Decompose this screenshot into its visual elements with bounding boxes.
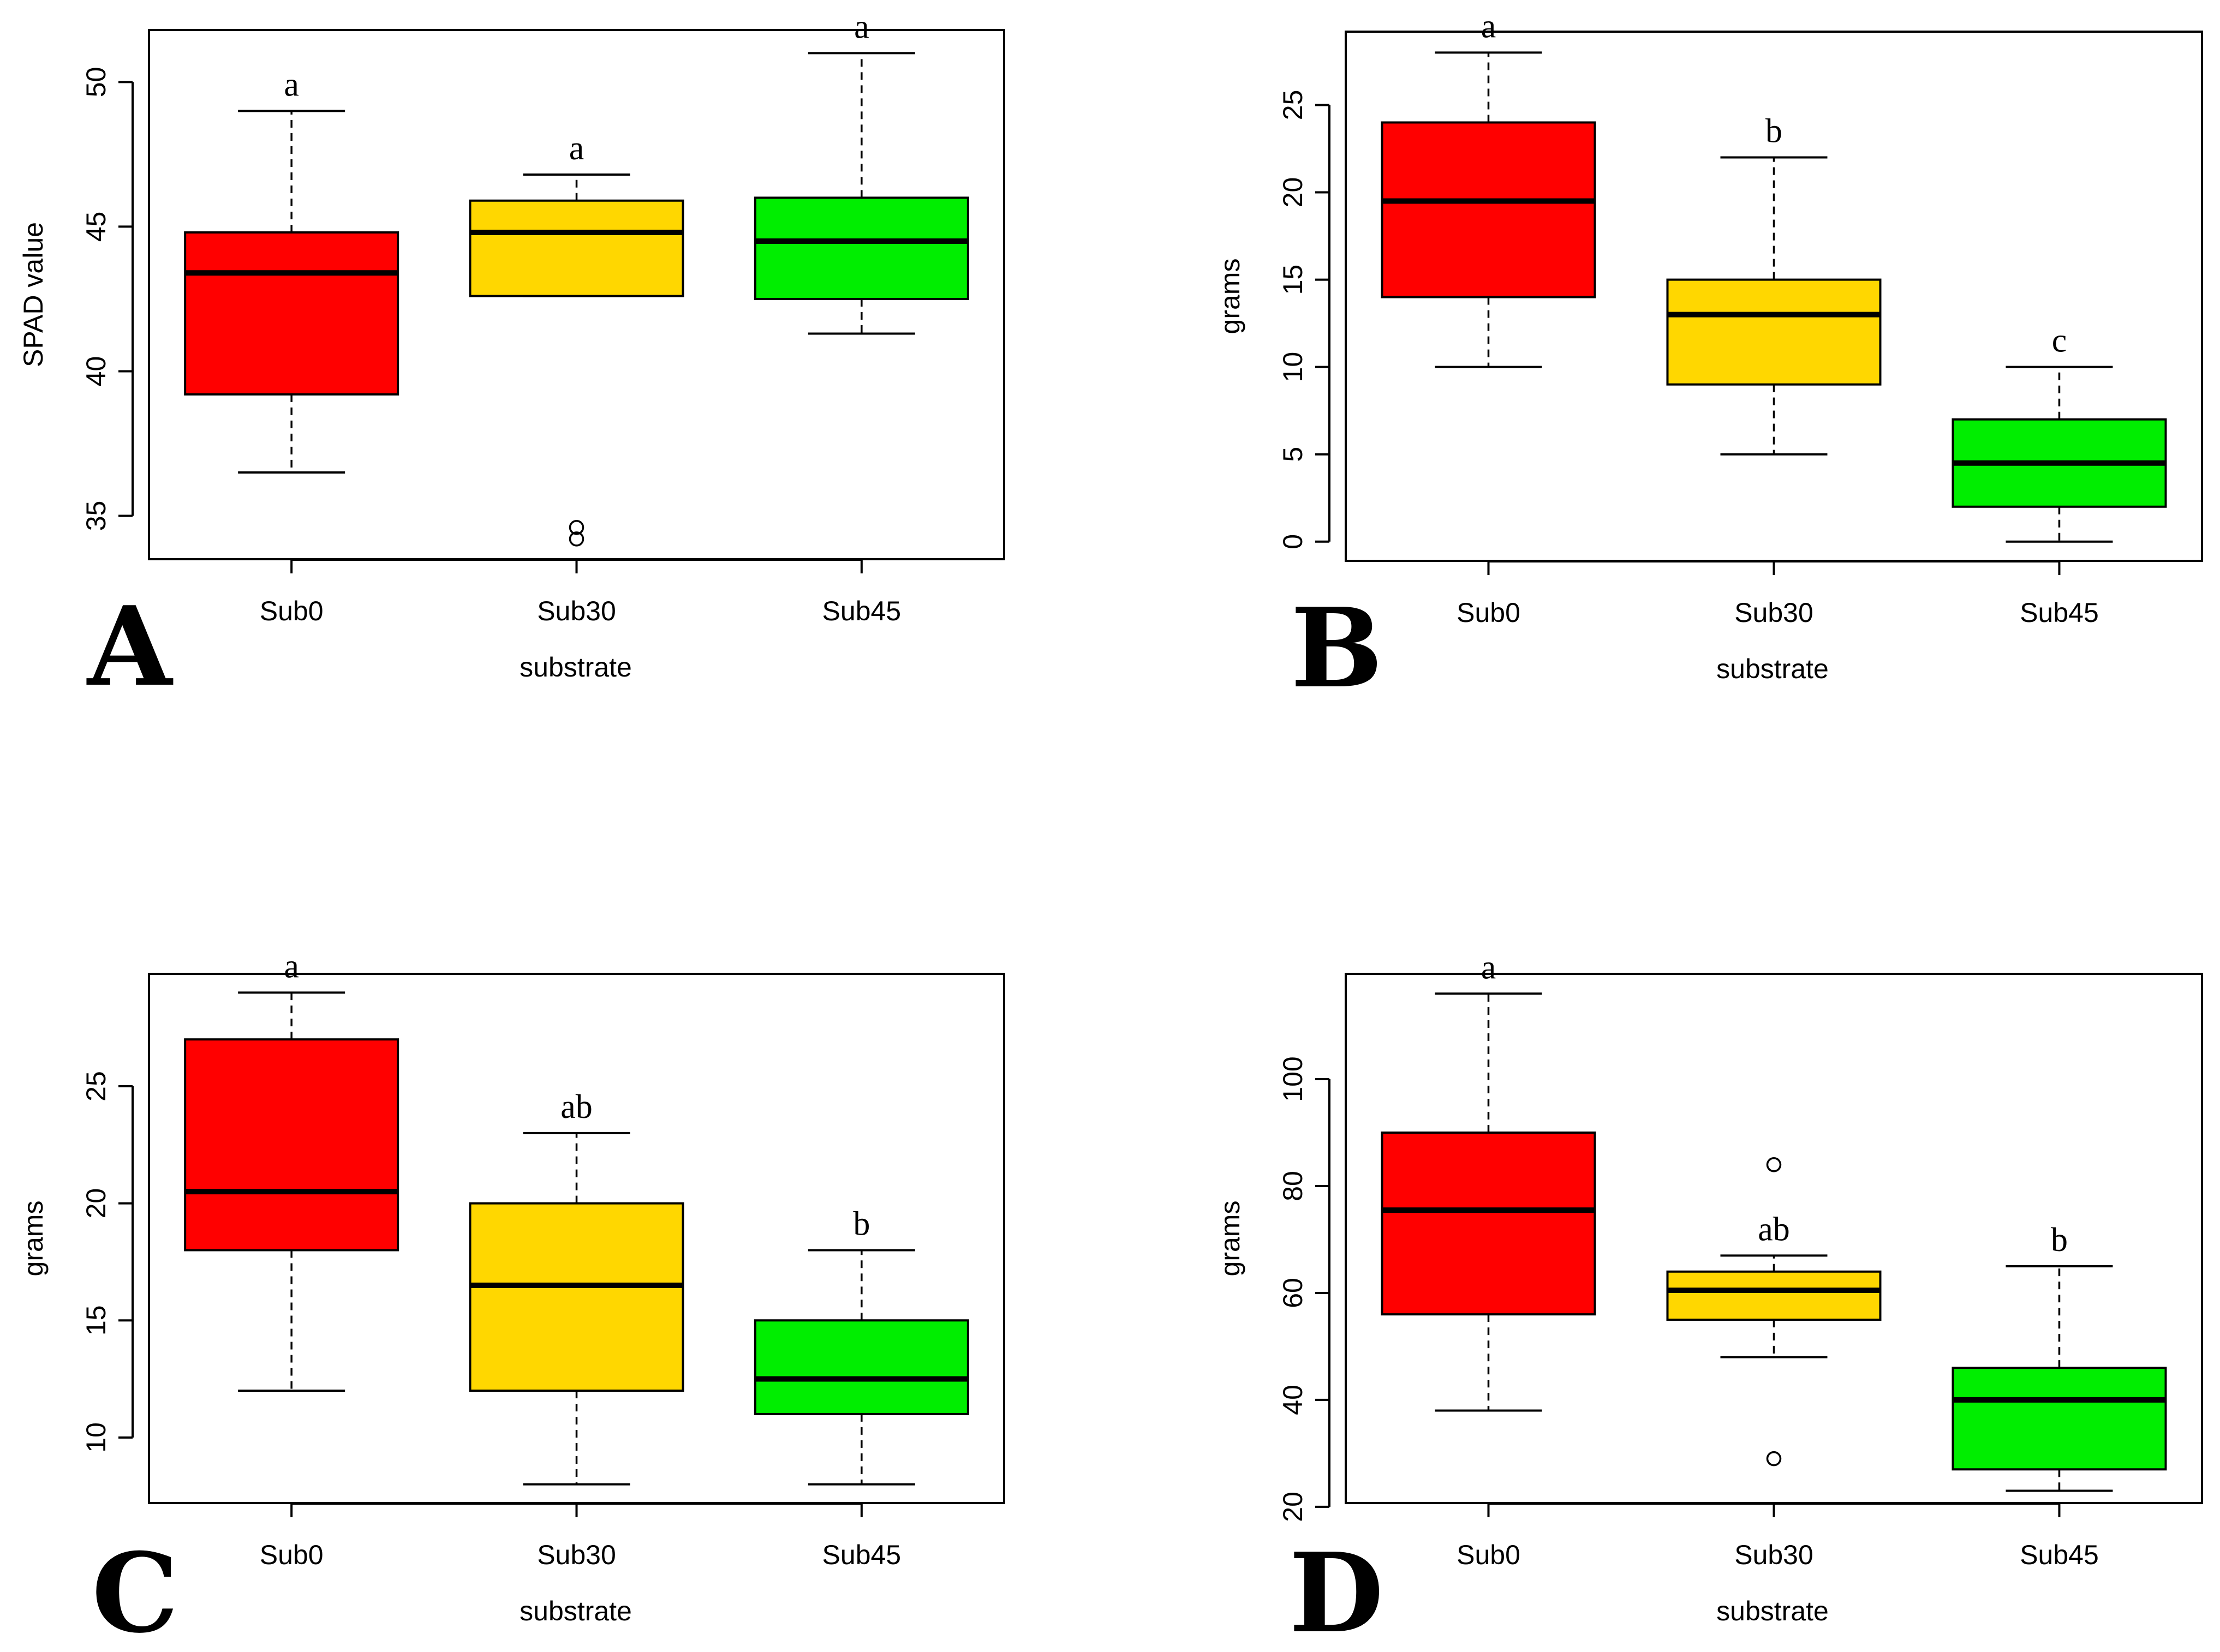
y-tick-label: 35 bbox=[81, 501, 111, 531]
iqr-box bbox=[1381, 121, 1596, 298]
y-tick-label: 25 bbox=[81, 1071, 111, 1102]
y-tick-label: 15 bbox=[81, 1305, 111, 1336]
panel-B: 0 5 10 15 20 25 Sub0 Sub30 Sub45 substrate grams Ba… bbox=[1215, 8, 2203, 713]
x-tick-label: Sub30 bbox=[537, 596, 616, 626]
significance-letter: a bbox=[569, 130, 584, 167]
box-Sub0: a bbox=[184, 948, 399, 1392]
x-axis-title: substrate bbox=[1716, 1596, 1829, 1626]
significance-letter: b bbox=[1765, 112, 1782, 149]
y-tick-label: 20 bbox=[1278, 177, 1308, 208]
significance-letter: a bbox=[854, 8, 869, 45]
y-tick-label: 20 bbox=[1278, 1492, 1308, 1522]
panel-letter: B bbox=[1291, 584, 1383, 713]
y-axis-title: SPAD value bbox=[18, 222, 49, 367]
y-axis-title: grams bbox=[18, 1201, 49, 1277]
y-tick-label: 5 bbox=[1278, 447, 1308, 462]
outlier-point bbox=[569, 519, 584, 535]
significance-letter: ab bbox=[560, 1088, 593, 1126]
x-axis-title: substrate bbox=[520, 1596, 632, 1626]
box-Sub30: ab bbox=[469, 1088, 684, 1486]
iqr-box bbox=[754, 1319, 969, 1415]
box-Sub45: c bbox=[1952, 322, 2167, 543]
y-tick-label: 40 bbox=[81, 356, 111, 387]
iqr-box bbox=[754, 196, 969, 300]
y-axis-title: grams bbox=[1215, 1201, 1245, 1277]
y-axis-title: grams bbox=[1215, 259, 1245, 334]
panel-C: 10 15 20 25 Sub0 Sub30 Sub45 substrate grams Ca ab… bbox=[18, 948, 1005, 1652]
x-tick-label: Sub0 bbox=[1457, 597, 1520, 628]
y-tick-label: 100 bbox=[1278, 1056, 1308, 1102]
iqr-box bbox=[184, 1038, 399, 1252]
y-tick-label: 60 bbox=[1278, 1278, 1308, 1308]
x-tick-label: Sub45 bbox=[2020, 1540, 2099, 1570]
box-Sub45: b bbox=[1952, 1222, 2167, 1492]
y-tick-label: 25 bbox=[1278, 90, 1308, 121]
x-axis-title: substrate bbox=[520, 652, 632, 683]
box-Sub45: b bbox=[754, 1205, 969, 1486]
iqr-box bbox=[469, 199, 684, 297]
x-tick-label: Sub0 bbox=[260, 596, 324, 626]
y-tick-label: 10 bbox=[81, 1422, 111, 1453]
iqr-box bbox=[1952, 1367, 2167, 1471]
x-tick-label: Sub0 bbox=[1457, 1540, 1520, 1570]
outlier-point bbox=[1766, 1157, 1782, 1172]
y-tick-label: 40 bbox=[1278, 1385, 1308, 1415]
box-Sub0: a bbox=[1381, 8, 1596, 368]
box-Sub30: ab bbox=[1666, 1157, 1882, 1467]
x-tick-label: Sub0 bbox=[260, 1540, 324, 1570]
iqr-box bbox=[1666, 278, 1882, 386]
panel-D: 20 40 60 80 100 Sub0 Sub30 Sub45 substrate grams D… bbox=[1215, 949, 2203, 1652]
y-tick-label: 50 bbox=[81, 67, 111, 98]
panel-letter: A bbox=[86, 583, 174, 711]
y-tick-label: 15 bbox=[1278, 265, 1308, 295]
significance-letter: a bbox=[284, 948, 299, 985]
outlier-point bbox=[569, 531, 584, 547]
box-Sub30: b bbox=[1666, 112, 1882, 456]
significance-letter: a bbox=[1481, 8, 1496, 45]
y-tick-label: 10 bbox=[1278, 352, 1308, 382]
y-tick-label: 45 bbox=[81, 212, 111, 242]
x-tick-label: Sub45 bbox=[822, 596, 902, 626]
box-Sub0: a bbox=[184, 66, 399, 474]
panel-letter: D bbox=[1289, 1529, 1383, 1652]
x-tick-label: Sub30 bbox=[537, 1540, 616, 1570]
x-axis-title: substrate bbox=[1716, 654, 1829, 684]
box-Sub0: a bbox=[1381, 949, 1596, 1412]
x-tick-label: Sub30 bbox=[1734, 597, 1813, 628]
x-tick-label: Sub45 bbox=[822, 1540, 902, 1570]
panel-letter: C bbox=[92, 1529, 178, 1652]
iqr-box bbox=[184, 231, 399, 396]
box-Sub30: a bbox=[469, 130, 684, 547]
significance-letter: c bbox=[2052, 322, 2067, 360]
y-tick-label: 0 bbox=[1278, 534, 1308, 549]
panel-A: 35 40 45 50 Sub0 Sub30 Sub45 substrate SPAD valu… bbox=[18, 8, 1005, 711]
x-tick-label: Sub45 bbox=[2020, 597, 2099, 628]
iqr-box bbox=[1381, 1132, 1596, 1316]
iqr-box bbox=[469, 1202, 684, 1392]
iqr-box bbox=[1666, 1270, 1882, 1321]
outlier-point bbox=[1766, 1451, 1782, 1467]
x-tick-label: Sub30 bbox=[1734, 1540, 1813, 1570]
significance-letter: ab bbox=[1758, 1211, 1790, 1248]
significance-letter: b bbox=[853, 1205, 870, 1242]
significance-letter: a bbox=[284, 66, 299, 103]
y-tick-label: 20 bbox=[81, 1188, 111, 1219]
box-Sub45: a bbox=[754, 8, 969, 335]
significance-letter: b bbox=[2051, 1222, 2068, 1259]
significance-letter: a bbox=[1481, 949, 1496, 986]
y-tick-label: 80 bbox=[1278, 1171, 1308, 1201]
